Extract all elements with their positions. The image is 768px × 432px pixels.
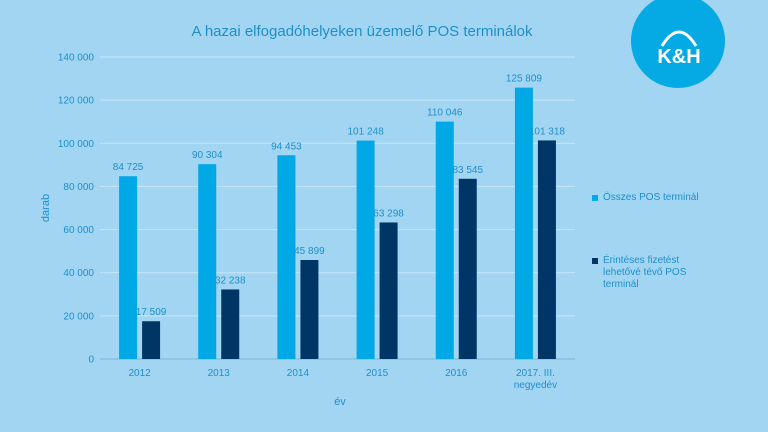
bar-series-2 bbox=[379, 222, 398, 359]
data-label-series-2: 45 899 bbox=[294, 246, 325, 257]
data-label-series-1: 125 809 bbox=[506, 74, 543, 85]
legend-item-erinteses-pos: Érintéses fizetést lehetővé tévő POS ter… bbox=[592, 255, 686, 291]
kh-logo-text: K&H bbox=[657, 46, 700, 68]
x-tick-label: negyedév bbox=[514, 380, 557, 391]
data-label-series-2: 83 545 bbox=[452, 165, 483, 176]
y-tick-label: 80 000 bbox=[63, 182, 94, 193]
data-label-series-1: 94 453 bbox=[271, 141, 302, 152]
x-tick-label: 2014 bbox=[287, 368, 310, 379]
x-tick-label: 2015 bbox=[366, 368, 389, 379]
y-tick-label: 40 000 bbox=[63, 268, 94, 279]
y-axis-label: darab bbox=[40, 194, 52, 222]
y-tick-label: 100 000 bbox=[58, 139, 95, 150]
x-axis-label: év bbox=[334, 396, 346, 408]
bar-series-1 bbox=[119, 176, 138, 359]
bar-series-1 bbox=[277, 155, 296, 359]
bar-series-2 bbox=[537, 140, 556, 359]
data-label-series-1: 101 248 bbox=[348, 127, 385, 138]
bar-series-1 bbox=[356, 140, 375, 359]
x-tick-label: 2016 bbox=[445, 368, 468, 379]
y-tick-label: 120 000 bbox=[58, 96, 95, 107]
data-label-series-2: 32 238 bbox=[215, 275, 246, 286]
legend-swatch-series-1 bbox=[592, 195, 598, 201]
y-tick-label: 20 000 bbox=[63, 311, 94, 322]
data-label-series-2: 101 318 bbox=[529, 126, 566, 137]
y-tick-label: 140 000 bbox=[58, 53, 95, 64]
data-label-series-1: 90 304 bbox=[192, 150, 223, 161]
legend-label-series-2-line-2: lehetővé tévő POS bbox=[603, 267, 687, 278]
bar-series-2 bbox=[300, 259, 319, 359]
legend-item-osszes-pos: Összes POS terminál bbox=[592, 192, 699, 204]
bar-series-1 bbox=[198, 164, 217, 359]
chart-title: A hazai elfogadóhelyeken üzemelő POS ter… bbox=[191, 23, 533, 40]
bar-series-1 bbox=[435, 121, 454, 360]
legend-label-series-1: Összes POS terminál bbox=[603, 192, 699, 203]
data-label-series-2: 17 509 bbox=[136, 307, 167, 318]
x-tick-label: 2017. III. bbox=[516, 368, 555, 379]
legend-label-series-2-line-1: Érintéses fizetést bbox=[603, 255, 680, 266]
bar-series-2 bbox=[458, 178, 477, 359]
x-tick-label: 2012 bbox=[128, 368, 151, 379]
legend-label-series-2: Érintéses fizetést lehetővé tévő POS ter… bbox=[603, 255, 686, 291]
legend-label-series-2-line-3: terminál bbox=[603, 279, 639, 290]
bar-series-2 bbox=[221, 289, 240, 359]
data-label-series-1: 110 046 bbox=[427, 108, 463, 119]
x-tick-label: 2013 bbox=[208, 368, 231, 379]
y-tick-label: 60 000 bbox=[63, 225, 94, 236]
kh-logo-circle bbox=[631, 0, 725, 88]
bar-series-2 bbox=[142, 321, 161, 359]
data-label-series-2: 63 298 bbox=[373, 208, 404, 219]
legend-swatch-series-2 bbox=[592, 258, 598, 264]
data-label-series-1: 84 725 bbox=[113, 162, 144, 173]
y-tick-label: 0 bbox=[88, 355, 94, 366]
kh-logo-emblem bbox=[660, 30, 698, 47]
bar-series-1 bbox=[514, 87, 533, 360]
